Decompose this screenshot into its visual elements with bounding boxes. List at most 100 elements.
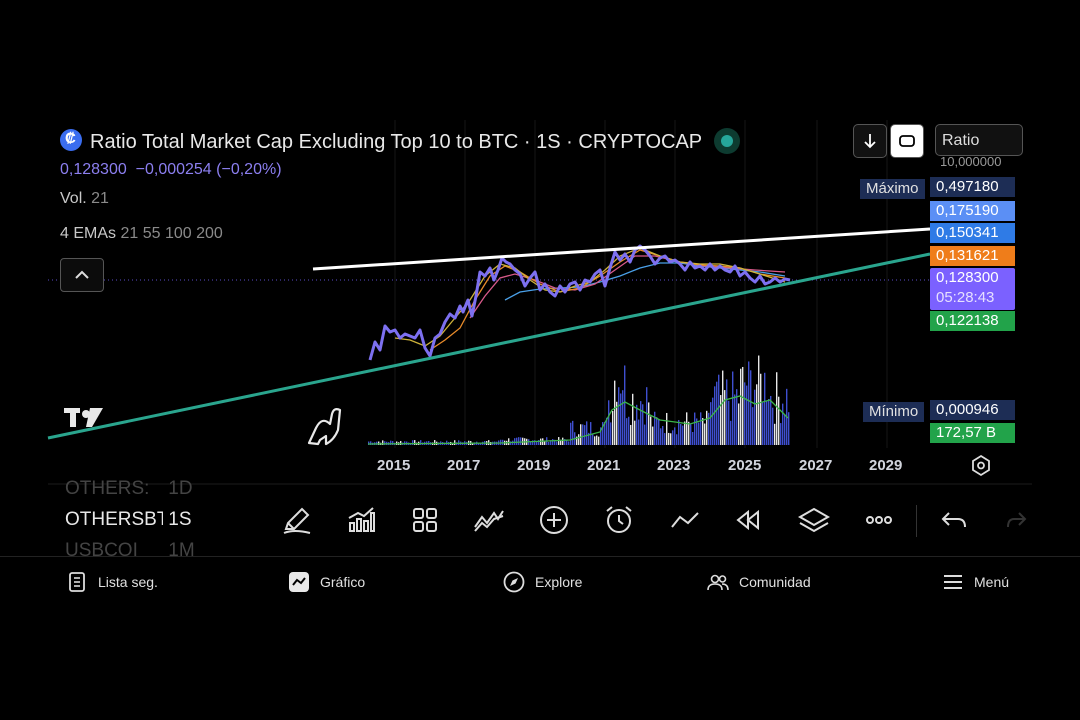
- volume-bar: [638, 419, 640, 445]
- toolbar-divider: [916, 505, 917, 537]
- nav-community-label: Comunidad: [739, 574, 811, 590]
- volume-bar: [520, 437, 522, 445]
- x-tick: 2019: [517, 457, 551, 474]
- volume-bar: [578, 434, 580, 445]
- volume-bar: [684, 421, 686, 445]
- bar-chart-icon[interactable]: [344, 503, 378, 537]
- volume-bar: [644, 424, 646, 445]
- volume-bar: [420, 440, 422, 445]
- volume-bar: [400, 440, 402, 445]
- settings-gear-icon[interactable]: [972, 454, 990, 477]
- alarm-icon[interactable]: [602, 503, 636, 537]
- volume-bar: [774, 423, 776, 445]
- volume-bar: [536, 440, 538, 445]
- volume-bar: [760, 373, 762, 445]
- volume-bar: [662, 426, 664, 445]
- volume-bar: [738, 403, 740, 445]
- nav-chart[interactable]: Gráfico: [288, 571, 365, 593]
- volume-bar: [762, 401, 764, 445]
- ema-100-line: [469, 255, 786, 319]
- volume-bar: [596, 435, 598, 445]
- volume-bar: [770, 395, 772, 445]
- last-price: 0,128300: [60, 161, 127, 178]
- ema-label: 4 EMAs: [60, 225, 117, 242]
- scroll-to-latest-button[interactable]: [853, 124, 887, 158]
- community-icon: [707, 574, 729, 591]
- volume-bar: [622, 390, 624, 445]
- volume-bar: [610, 422, 612, 445]
- volume-bar: [778, 396, 780, 445]
- scale-mode-select[interactable]: Ratio: [935, 124, 1023, 156]
- symbol-picker[interactable]: OTHERS: 1D OTHERSBTC 1S USBCOI 1M: [48, 478, 268, 558]
- symbol-option[interactable]: USBCOI 1M: [65, 540, 195, 558]
- current-price-badge: 0,128300 05:28:43: [930, 268, 1015, 310]
- symbol-option-selected[interactable]: OTHERSBTC 1S: [65, 509, 192, 530]
- redo-icon[interactable]: [1004, 503, 1030, 537]
- volume-bar: [700, 412, 702, 445]
- volume-bar: [702, 418, 704, 445]
- volume-bar: [412, 440, 414, 445]
- volume-bar: [784, 414, 786, 445]
- reset-scale-button[interactable]: [890, 124, 924, 158]
- trendline-icon[interactable]: [668, 503, 702, 537]
- x-tick: 2025: [728, 457, 762, 474]
- volume-bar: [538, 440, 540, 445]
- rewind-icon[interactable]: [732, 503, 766, 537]
- nav-watchlist[interactable]: Lista seg.: [66, 571, 158, 593]
- volume-bar: [508, 438, 510, 445]
- volume-value: 172,57 B: [930, 423, 1015, 443]
- pattern-icon[interactable]: [472, 503, 506, 537]
- more-icon[interactable]: [862, 503, 896, 537]
- volume-bar: [368, 441, 370, 445]
- volume-bar: [642, 404, 644, 445]
- pen-icon[interactable]: [280, 503, 314, 537]
- volume-bar: [552, 439, 554, 445]
- volume-bar: [694, 412, 696, 445]
- max-label: Máximo: [860, 179, 925, 199]
- volume-bar: [576, 436, 578, 445]
- volume-bar: [392, 441, 394, 445]
- volume-bar: [682, 425, 684, 445]
- symbol-title[interactable]: Ratio Total Market Cap Excluding Top 10 …: [60, 128, 741, 154]
- scale-top-value: 10,000000: [940, 156, 1002, 168]
- add-icon[interactable]: [537, 503, 571, 537]
- volume-bar: [480, 442, 482, 445]
- ema-indicator[interactable]: 4 EMAs 21 55 100 200: [60, 225, 223, 243]
- max-value: 0,497180: [930, 177, 1015, 197]
- volume-bar: [548, 441, 550, 445]
- collapse-legend-button[interactable]: [60, 258, 104, 292]
- volume-bar: [378, 441, 380, 445]
- volume-bar: [730, 420, 732, 445]
- x-tick: 2021: [587, 457, 621, 474]
- volume-bar: [648, 402, 650, 445]
- symbol-option[interactable]: OTHERS: 1D: [65, 478, 193, 499]
- nav-explore[interactable]: Explore: [503, 571, 582, 593]
- undo-icon[interactable]: [938, 503, 972, 537]
- layers-icon[interactable]: [797, 503, 831, 537]
- volume-bar: [680, 424, 682, 445]
- grid-icon[interactable]: [408, 503, 442, 537]
- volume-bar: [722, 370, 724, 445]
- volume-bar: [710, 402, 712, 445]
- volume-bar: [434, 440, 436, 445]
- volume-bar: [628, 416, 630, 445]
- nav-watchlist-label: Lista seg.: [98, 574, 158, 590]
- volume-bar: [598, 436, 600, 445]
- volume-bar: [632, 393, 634, 445]
- nav-menu[interactable]: Menú: [942, 571, 1009, 593]
- volume-bar: [714, 386, 716, 445]
- volume-indicator[interactable]: Vol. 21: [60, 190, 109, 208]
- volume-bar: [572, 420, 574, 445]
- volume-bar: [776, 372, 778, 445]
- volume-bar: [678, 419, 680, 445]
- volume-bar: [756, 384, 758, 445]
- nav-community[interactable]: Comunidad: [707, 571, 811, 593]
- volume-bars: [367, 355, 790, 445]
- ema-value-1: 0,175190: [930, 201, 1015, 221]
- ema-value-3: 0,131621: [930, 246, 1015, 266]
- volume-bar: [618, 387, 620, 445]
- volume-bar: [748, 361, 750, 445]
- volume-bar: [768, 398, 770, 445]
- volume-bar: [728, 400, 730, 445]
